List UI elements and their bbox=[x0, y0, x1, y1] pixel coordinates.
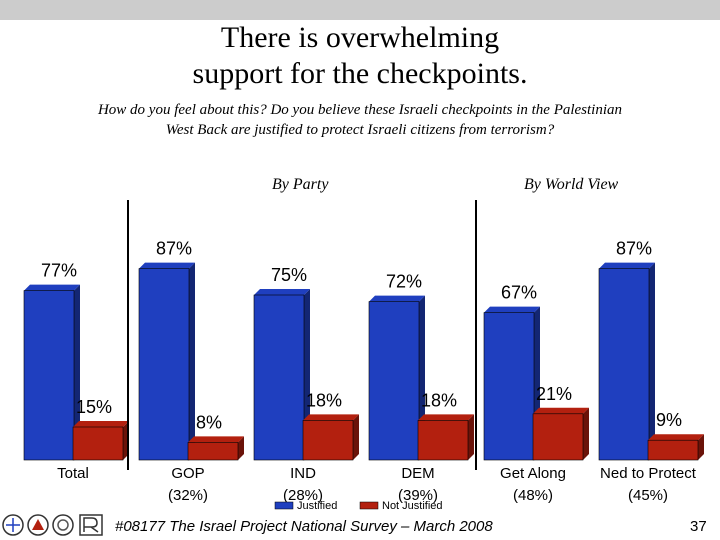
logo-mark-icon bbox=[79, 514, 103, 536]
not-justified-bar-4-label: 21% bbox=[536, 384, 572, 404]
category-label-4: Get Along bbox=[500, 465, 566, 482]
legend-swatch-1 bbox=[359, 501, 379, 510]
section-label-worldview: By World View bbox=[524, 176, 619, 193]
not-justified-bar-2-side bbox=[353, 414, 359, 460]
justified-bar-1-side bbox=[189, 262, 195, 460]
question-line-1: How do you feel about this? Do you belie… bbox=[97, 102, 623, 118]
not-justified-bar-1-label: 8% bbox=[196, 412, 222, 432]
not-justified-bar-3-top bbox=[418, 414, 474, 421]
justified-bar-5 bbox=[598, 268, 650, 461]
footer-text: #08177 The Israel Project National Surve… bbox=[115, 518, 493, 535]
justified-bar-1-top bbox=[139, 262, 195, 269]
justified-bar-4-top bbox=[484, 306, 540, 313]
not-justified-bar-0-top bbox=[73, 421, 129, 427]
justified-bar-0-label: 77% bbox=[41, 261, 77, 281]
justified-bar-5-side bbox=[649, 262, 655, 460]
category-sublabel-1: (32%) bbox=[168, 487, 208, 504]
top-banner bbox=[0, 0, 720, 20]
bar-chart: 77% 15% Total 87% 8% GOP (32%) 75% 18% IND (28%) 72… bbox=[23, 200, 704, 510]
justified-bar-4 bbox=[483, 312, 535, 461]
not-justified-bar-0 bbox=[72, 426, 124, 461]
title-line-2: support for the checkpoints. bbox=[192, 57, 528, 90]
logo-circle-3-icon bbox=[52, 514, 74, 536]
not-justified-bar-5-side bbox=[698, 434, 704, 460]
category-label-0: Total bbox=[57, 465, 89, 482]
footer: #08177 The Israel Project National Surve… bbox=[0, 504, 720, 540]
justified-bar-2-label: 75% bbox=[271, 265, 307, 285]
not-justified-bar-0-label: 15% bbox=[76, 397, 112, 417]
not-justified-bar-4-top bbox=[533, 407, 589, 414]
not-justified-bar-1-side bbox=[238, 436, 244, 460]
category-sublabel-2: (28%) bbox=[283, 487, 323, 504]
category-sublabel-3: (39%) bbox=[398, 487, 438, 504]
not-justified-bar-3 bbox=[417, 420, 469, 461]
not-justified-bar-5-label: 9% bbox=[656, 410, 682, 430]
justified-bar-3-label: 72% bbox=[386, 272, 422, 292]
justified-bar-0-top bbox=[24, 284, 80, 291]
not-justified-bar-4-side bbox=[583, 407, 589, 460]
justified-bar-1 bbox=[138, 268, 190, 461]
legend-label-1: Not Justified bbox=[382, 500, 443, 510]
category-label-2: IND bbox=[290, 465, 316, 482]
category-label-1: GOP bbox=[171, 465, 204, 482]
justified-bar-3-top bbox=[369, 295, 425, 302]
category-sublabel-5: (45%) bbox=[628, 487, 668, 504]
not-justified-bar-1-top bbox=[188, 436, 244, 443]
justified-bar-2-top bbox=[254, 289, 310, 295]
justified-bar-5-label: 87% bbox=[616, 239, 652, 259]
question-line-2: West Back are justified to protect Israe… bbox=[165, 122, 555, 138]
category-label-5: Ned to Protect bbox=[600, 465, 697, 482]
section-label-party: By Party bbox=[272, 176, 329, 193]
category-label-3: DEM bbox=[401, 465, 434, 482]
justified-bar-4-label: 67% bbox=[501, 283, 537, 303]
category-sublabel-4: (48%) bbox=[513, 487, 553, 504]
not-justified-bar-2-top bbox=[303, 414, 359, 421]
not-justified-bar-4 bbox=[532, 413, 584, 461]
title-line-1: There is overwhelming bbox=[220, 21, 500, 54]
logo-circle-2-icon bbox=[27, 514, 49, 536]
not-justified-bar-2 bbox=[302, 420, 354, 461]
justified-bar-5-top bbox=[599, 262, 655, 269]
justified-bar-0-side bbox=[74, 284, 80, 460]
not-justified-bar-1 bbox=[187, 442, 239, 461]
not-justified-bar-3-side bbox=[468, 414, 474, 460]
not-justified-bar-5 bbox=[647, 439, 699, 461]
logo-circle-1-icon bbox=[2, 514, 24, 536]
partner-logos bbox=[2, 514, 103, 536]
not-justified-bar-5-top bbox=[648, 434, 704, 441]
justified-bar-3 bbox=[368, 301, 420, 461]
legend-swatch-0 bbox=[274, 501, 294, 510]
survey-question: How do you feel about this? Do you belie… bbox=[0, 100, 720, 140]
slide-title: There is overwhelming support for the ch… bbox=[0, 20, 720, 92]
justified-bar-1-label: 87% bbox=[156, 239, 192, 259]
not-justified-bar-3-label: 18% bbox=[421, 390, 457, 410]
not-justified-bar-2-label: 18% bbox=[306, 390, 342, 410]
justified-bar-2 bbox=[253, 294, 305, 461]
page-number: 37 bbox=[690, 518, 707, 535]
justified-bar-0 bbox=[23, 290, 75, 461]
legend-label-0: Justified bbox=[297, 500, 337, 510]
